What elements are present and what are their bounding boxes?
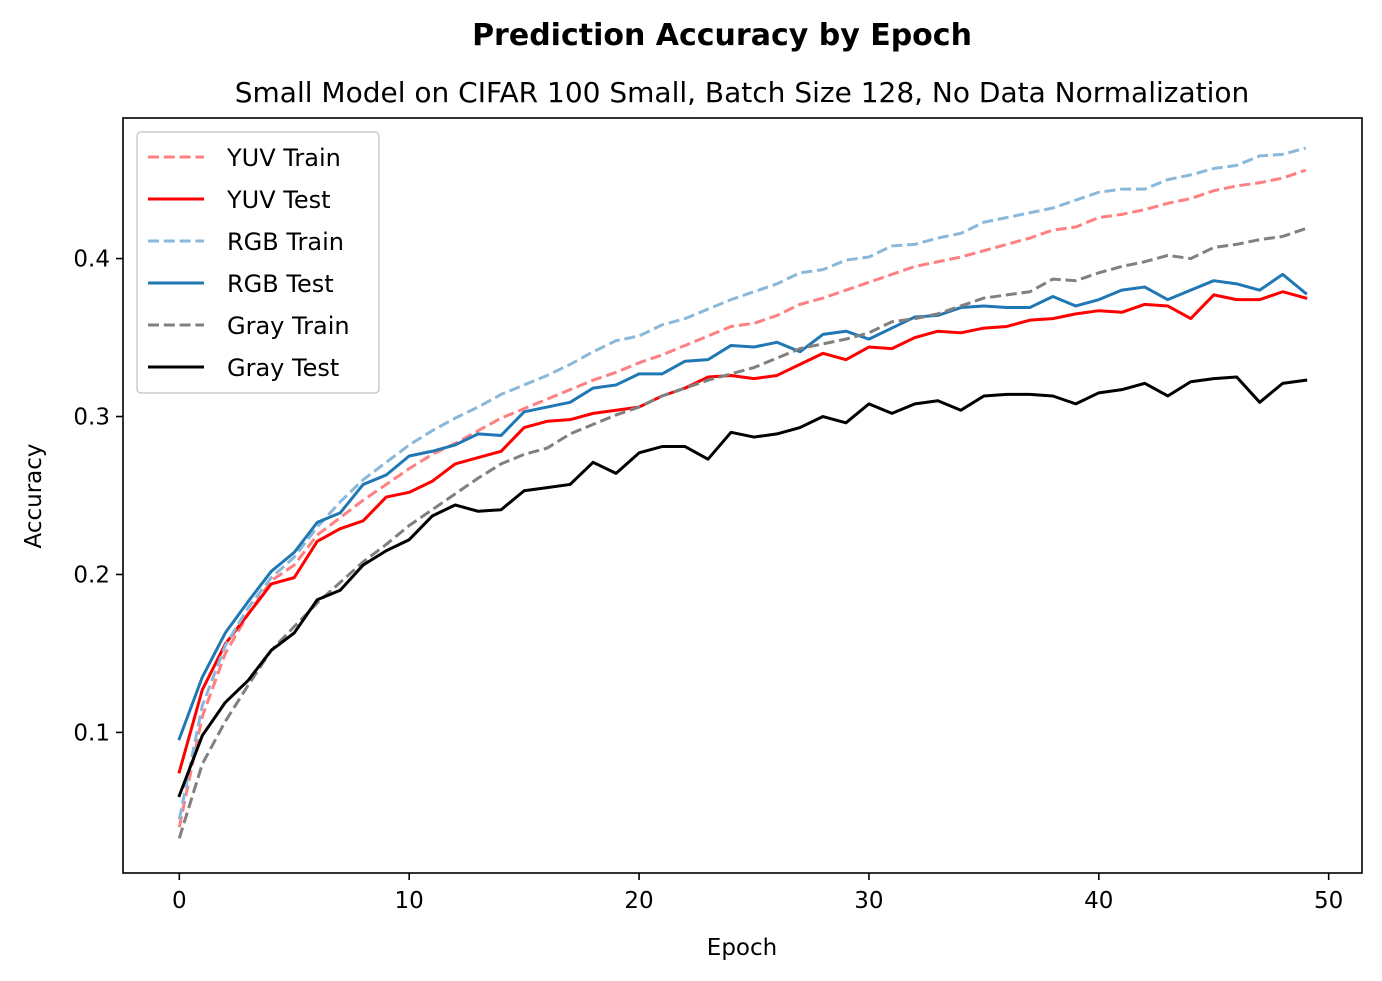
series-line-rgb-test xyxy=(177,272,1308,741)
chart-title: Small Model on CIFAR 100 Small, Batch Si… xyxy=(235,76,1250,109)
plot-series xyxy=(177,146,1308,839)
series-line-rgb-train xyxy=(177,146,1307,820)
y-axis-ticks: 0.1 0.2 0.3 0.4 xyxy=(73,247,123,746)
x-axis-label: Epoch xyxy=(707,935,777,961)
y-tick-label: 0.3 xyxy=(73,405,110,431)
legend-label: RGB Test xyxy=(227,270,334,298)
legend-label: Gray Train xyxy=(227,312,350,340)
x-tick-label: 30 xyxy=(854,888,883,914)
legend-label: RGB Train xyxy=(227,228,344,256)
y-tick-label: 0.1 xyxy=(73,720,110,746)
plot-frame xyxy=(122,117,1363,874)
y-axis-label: Accuracy xyxy=(21,443,47,548)
legend-box xyxy=(136,131,380,394)
x-axis-ticks: 0 10 20 30 40 50 xyxy=(172,873,1343,914)
series-line-yuv-test xyxy=(177,290,1308,774)
legend-label: Gray Test xyxy=(227,354,339,382)
x-tick-label: 50 xyxy=(1314,888,1343,914)
y-tick-label: 0.4 xyxy=(73,247,110,273)
x-tick-label: 0 xyxy=(172,888,187,914)
x-tick-label: 10 xyxy=(395,888,424,914)
x-tick-label: 20 xyxy=(624,888,653,914)
x-tick-label: 40 xyxy=(1084,888,1113,914)
chart-suptitle: Prediction Accuracy by Epoch xyxy=(472,18,972,53)
legend-label: YUV Train xyxy=(226,144,341,172)
series-line-gray-test xyxy=(177,375,1308,798)
y-tick-label: 0.2 xyxy=(73,562,110,588)
series-line-gray-train xyxy=(177,227,1307,839)
series-line-yuv-train xyxy=(177,168,1307,828)
legend-label: YUV Test xyxy=(226,186,331,214)
legend: YUV Train YUV Test RGB Train RGB Test Gray T… xyxy=(136,131,380,394)
